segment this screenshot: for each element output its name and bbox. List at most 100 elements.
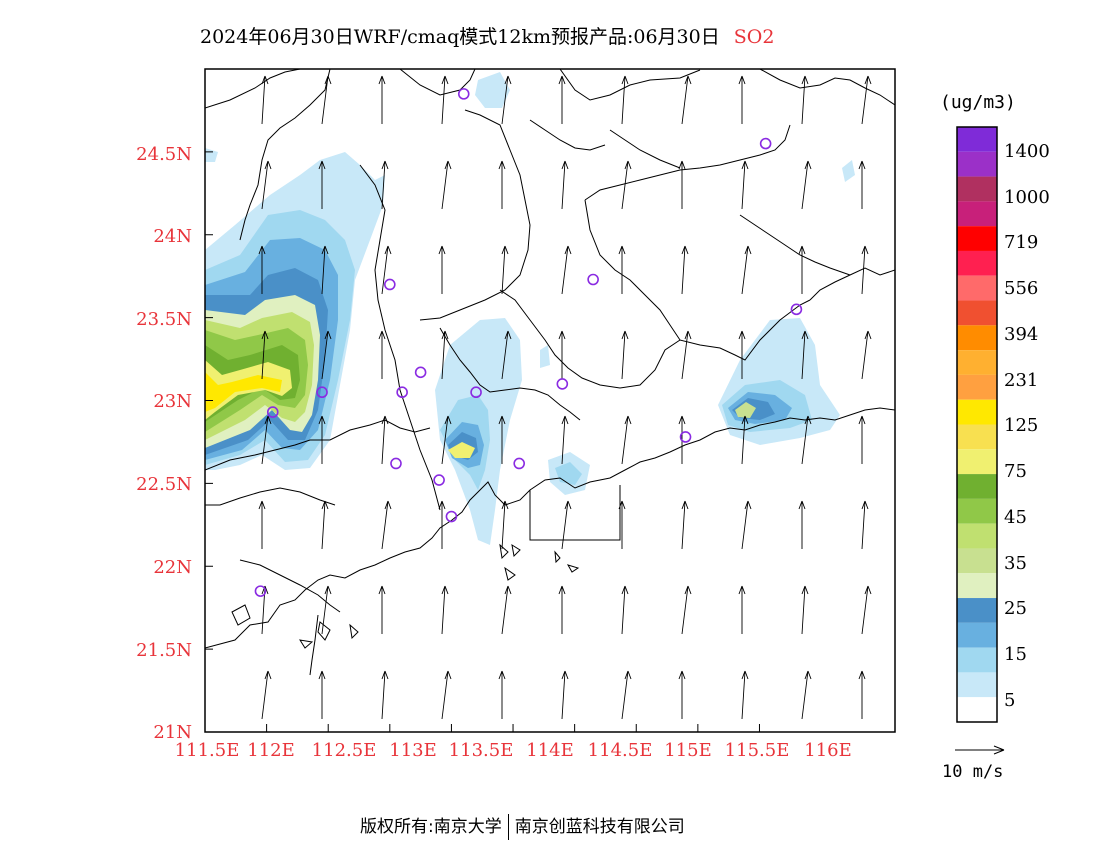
colorbar <box>956 126 998 723</box>
colorbar-label: 394 <box>1004 324 1039 345</box>
wind-arrow <box>441 415 452 465</box>
prov-border-north <box>399 69 895 106</box>
colorbar-label: 35 <box>1004 553 1027 574</box>
wind-arrow <box>858 160 866 209</box>
wind-arrow <box>741 415 749 465</box>
colorbar-label: 75 <box>1004 461 1027 482</box>
wind-arrow <box>621 585 629 635</box>
wind-arrow <box>261 160 272 210</box>
wind-arrow <box>561 245 572 295</box>
concentration-field <box>205 72 855 545</box>
wind-arrow <box>558 330 566 379</box>
wind-arrow <box>498 415 506 464</box>
wind-arrow <box>441 330 449 380</box>
x-tick-label: 114E <box>526 740 574 761</box>
wind-arrow <box>441 75 449 125</box>
wind-arrow <box>261 330 269 380</box>
colorbar-segment <box>957 523 997 549</box>
wind-arrow <box>741 160 749 210</box>
wind-arrow <box>501 245 509 295</box>
boundary-b <box>239 69 441 511</box>
boundary-h <box>739 214 851 276</box>
monitoring-site-marker <box>266 406 279 418</box>
wind-arrow <box>261 670 272 720</box>
colorbar-label: 1400 <box>1004 141 1050 162</box>
boundary-c <box>419 109 531 321</box>
wind-arrow <box>861 500 869 550</box>
y-tick-label: 22N <box>153 557 192 578</box>
wind-arrow <box>441 160 452 210</box>
colorbar-segment <box>957 697 997 722</box>
wind-arrow <box>318 415 326 464</box>
wind-arrow <box>381 500 392 550</box>
wind-arrow <box>438 500 446 549</box>
monitoring-site-marker <box>513 457 525 470</box>
wind-arrow <box>501 500 509 550</box>
wind-arrow <box>681 585 692 635</box>
colorbar-segment <box>957 474 997 499</box>
wind-arrow <box>381 160 389 210</box>
boundaries <box>205 69 895 676</box>
wind-arrow <box>738 330 746 379</box>
wind-arrow <box>801 670 812 720</box>
wind-arrow <box>681 245 689 295</box>
colorbar-label: 1000 <box>1004 187 1050 208</box>
wind-arrow <box>801 160 812 210</box>
coastline <box>205 407 895 649</box>
wind-arrow <box>861 585 872 635</box>
wind-arrow <box>321 75 332 125</box>
monitoring-site-marker <box>390 457 402 470</box>
plume-west-peak <box>205 372 282 412</box>
boundary-f <box>439 327 581 421</box>
wind-arrow <box>258 245 266 294</box>
wind-arrow <box>798 500 806 549</box>
wind-arrow <box>501 585 512 635</box>
copyright-right: 南京创蓝科技有限公司 <box>514 817 685 837</box>
wind-arrow <box>381 245 392 295</box>
wind-arrow <box>801 585 809 635</box>
monitoring-site-marker <box>433 474 445 486</box>
wind-arrow <box>498 670 506 719</box>
wind-arrow <box>321 585 332 635</box>
islands <box>231 543 580 649</box>
wind-arrow <box>681 500 689 550</box>
wind-arrow <box>741 500 752 550</box>
x-tick-label: 113E <box>389 740 437 761</box>
wind-arrow <box>441 585 449 635</box>
wind-arrow <box>621 75 629 125</box>
wind-arrow <box>321 500 329 550</box>
wind-reference-arrow <box>955 745 1005 755</box>
monitoring-site-marker <box>470 386 482 399</box>
wind-arrow <box>261 75 269 125</box>
wind-arrow <box>561 670 569 720</box>
colorbar-label: 5 <box>1004 690 1016 711</box>
colorbar-label: 719 <box>1004 232 1039 253</box>
colorbar-segment <box>957 201 997 227</box>
copyright-separator <box>507 814 509 840</box>
wind-arrow <box>621 330 629 380</box>
monitoring-site-marker <box>679 431 692 443</box>
y-tick-label: 23N <box>153 391 192 412</box>
colorbar-label: 556 <box>1004 278 1039 299</box>
colorbar-segment <box>957 424 997 450</box>
colorbar-segment <box>957 449 997 475</box>
x-tick-label: 112.5E <box>311 740 377 761</box>
wind-arrow <box>738 75 746 124</box>
wind-arrow <box>318 160 326 209</box>
wind-arrow <box>558 75 566 124</box>
wind-reference-label: 10 m/s <box>942 762 1004 782</box>
colorbar-segment <box>957 374 997 400</box>
wind-arrow <box>678 670 686 719</box>
monitoring-site-marker <box>384 278 396 291</box>
monitoring-site-marker <box>414 366 427 379</box>
monitoring-site-marker <box>396 386 408 399</box>
copyright: 版权所有:南京大学 南京创蓝科技有限公司 <box>360 812 685 840</box>
prov-border-east <box>809 267 895 301</box>
plume-east-45 <box>735 402 756 418</box>
colorbar-segment <box>957 672 997 698</box>
x-tick-label: 115.5E <box>724 740 790 761</box>
wind-arrow <box>858 670 866 719</box>
monitoring-site-marker <box>445 510 458 523</box>
wind-arrow <box>618 245 626 294</box>
x-tick-label: 114.5E <box>587 740 653 761</box>
